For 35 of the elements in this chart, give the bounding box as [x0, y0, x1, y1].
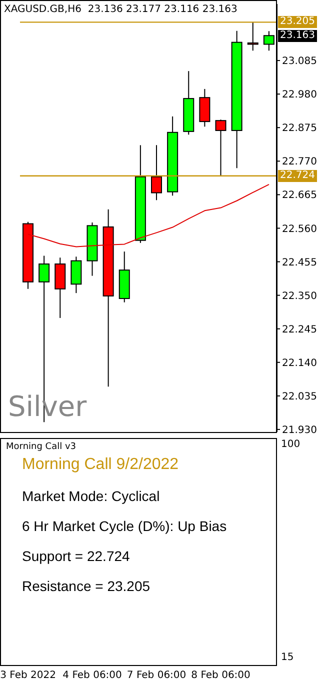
ref-line-label: 22.724	[278, 170, 317, 182]
y-tick-label: 22.770	[282, 156, 317, 168]
candlestick	[247, 22, 258, 52]
y-tick-label: 22.035	[282, 391, 317, 402]
candlestick	[215, 119, 226, 176]
candlestick	[199, 88, 210, 128]
y-tick-label: 22.350	[282, 290, 317, 302]
text: Support = 22.724	[22, 548, 130, 564]
y-tick-label: 23.085	[282, 56, 317, 68]
text: Morning Call 9/2/2022	[22, 456, 179, 474]
y-tick-label: 22.560	[282, 224, 317, 235]
text: 15	[281, 652, 294, 663]
line-series	[28, 184, 270, 248]
candlestick	[263, 30, 274, 52]
chart-title: XAGUSD.GB,H6 23.136 23.177 23.116 23.163	[4, 4, 238, 15]
y-tick-label: 22.875	[282, 123, 317, 134]
y-tick-label: 22.140	[282, 358, 317, 369]
candlestick	[70, 256, 82, 294]
y-tick-label: 21.930	[282, 424, 317, 436]
annotation: 23.163	[278, 30, 317, 42]
candlestick	[151, 144, 162, 201]
category-label: 3 Feb 2022	[0, 670, 56, 681]
text: 100	[281, 439, 300, 450]
y-tick-label: 22.245	[282, 324, 317, 336]
text: Market Mode: Cyclical	[22, 488, 160, 504]
text: Morning Call v3	[6, 442, 76, 452]
category-label: 8 Feb 06:00	[191, 670, 250, 681]
ref-line-label: 23.205	[278, 16, 317, 28]
category-label: 7 Feb 06:00	[126, 670, 186, 681]
text: Resistance = 23.205	[22, 578, 150, 594]
y-tick-label: 22.980	[282, 90, 317, 101]
y-tick-label: 22.665	[282, 190, 317, 202]
y-tick-label: 22.455	[282, 257, 317, 268]
category-label: 4 Feb 06:00	[62, 670, 122, 681]
text: 6 Hr Market Cycle (D%): Up Bias	[22, 518, 227, 534]
